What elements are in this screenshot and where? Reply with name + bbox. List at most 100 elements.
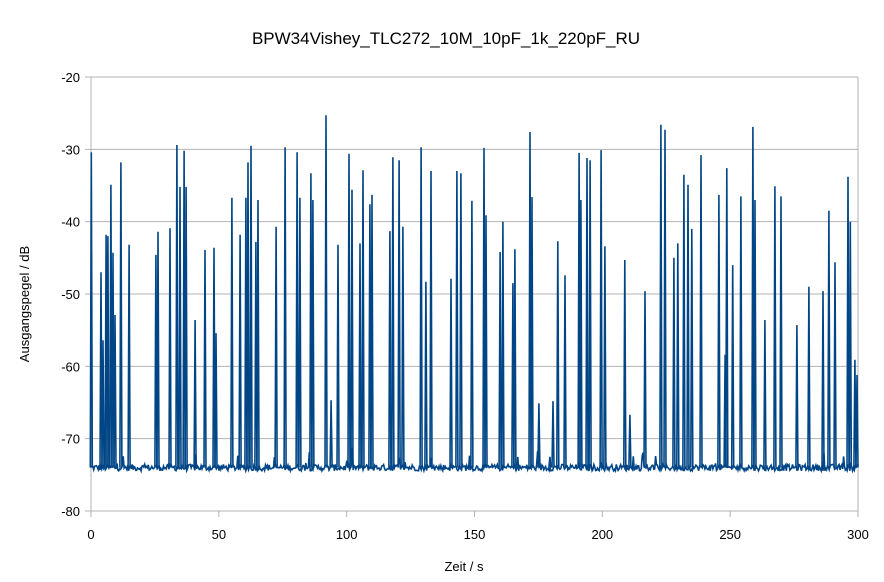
spike	[256, 199, 260, 468]
spike	[484, 215, 488, 468]
spike	[109, 184, 113, 468]
spike	[361, 170, 365, 468]
y-tick-label: -80	[61, 504, 80, 519]
spike	[397, 160, 401, 468]
spike	[113, 314, 117, 468]
spike	[388, 231, 392, 468]
spike	[853, 359, 857, 468]
x-tick-label: 300	[847, 527, 869, 542]
spike	[548, 456, 552, 468]
spike	[690, 228, 694, 468]
spike	[628, 414, 632, 468]
spike	[324, 115, 328, 468]
spike	[311, 199, 315, 468]
spike	[101, 340, 105, 468]
spike	[246, 162, 250, 468]
spike	[99, 272, 103, 468]
spike	[672, 257, 676, 468]
spike	[753, 199, 757, 468]
spike	[401, 226, 405, 468]
spike	[329, 400, 333, 468]
spike	[274, 226, 278, 468]
spike	[89, 152, 94, 468]
spike	[513, 249, 517, 468]
spike	[623, 259, 627, 468]
spike	[347, 153, 351, 468]
spike	[230, 197, 234, 468]
spike	[563, 275, 567, 468]
spike	[175, 144, 179, 468]
spike	[119, 162, 123, 468]
y-tick-label: -50	[61, 287, 80, 302]
x-tick-label: 0	[87, 527, 94, 542]
spike	[827, 210, 831, 468]
spike	[295, 152, 299, 468]
spike	[807, 286, 811, 468]
spike	[588, 160, 592, 468]
spike	[193, 319, 197, 468]
spike	[358, 243, 362, 468]
spike	[501, 221, 505, 468]
spike	[449, 278, 453, 468]
spike	[676, 243, 680, 468]
y-tick-label: -40	[61, 215, 80, 230]
spike	[663, 129, 667, 468]
x-tick-labels: 0 50 100 150 200 250 300	[87, 527, 868, 542]
spike	[579, 199, 583, 468]
spike	[659, 124, 663, 468]
spike	[821, 291, 825, 468]
spike	[283, 147, 287, 468]
x-tick-label: 250	[719, 527, 741, 542]
spike	[424, 281, 428, 468]
spike	[730, 265, 735, 468]
spike	[833, 262, 837, 468]
spike	[530, 197, 534, 468]
spike	[203, 249, 207, 468]
spike	[603, 246, 607, 468]
spike	[111, 252, 115, 468]
spike	[585, 157, 589, 468]
spike	[795, 325, 799, 468]
spike	[498, 251, 502, 468]
spike	[751, 126, 755, 468]
spike	[848, 221, 853, 468]
spike	[846, 176, 850, 468]
y-tick-label: -60	[61, 359, 80, 374]
spike	[391, 157, 395, 468]
spike	[127, 244, 131, 468]
spike	[470, 200, 474, 468]
spike	[156, 231, 160, 468]
spike	[336, 244, 340, 468]
spike	[419, 147, 423, 468]
spike	[537, 403, 541, 468]
series-line	[89, 115, 859, 474]
baseline-trace	[90, 447, 859, 474]
spike	[699, 155, 703, 468]
spike	[773, 186, 777, 468]
spike	[717, 194, 721, 468]
spike	[779, 196, 783, 468]
spike	[455, 170, 459, 468]
spike	[370, 194, 374, 468]
spike	[763, 319, 767, 468]
spike	[682, 174, 686, 468]
y-tick-labels: -20 -30 -40 -50 -60 -70 -80	[61, 70, 80, 519]
spike	[350, 189, 354, 468]
x-tick-label: 50	[212, 527, 226, 542]
spike	[238, 234, 242, 468]
x-tick-label: 150	[464, 527, 486, 542]
spike	[855, 374, 859, 468]
spike	[178, 186, 182, 468]
spike	[214, 333, 218, 468]
spike	[298, 197, 302, 468]
x-axis-label: Zeit / s	[444, 559, 484, 574]
y-axis-label: Ausgangspegel / dB	[17, 246, 32, 362]
spike	[739, 196, 743, 468]
y-tick-label: -30	[61, 142, 80, 157]
spike	[459, 173, 463, 468]
spike	[725, 168, 729, 468]
spike	[429, 170, 433, 468]
x-tick-label: 200	[591, 527, 613, 542]
y-tick-label: -20	[61, 70, 80, 85]
spike	[249, 145, 253, 468]
